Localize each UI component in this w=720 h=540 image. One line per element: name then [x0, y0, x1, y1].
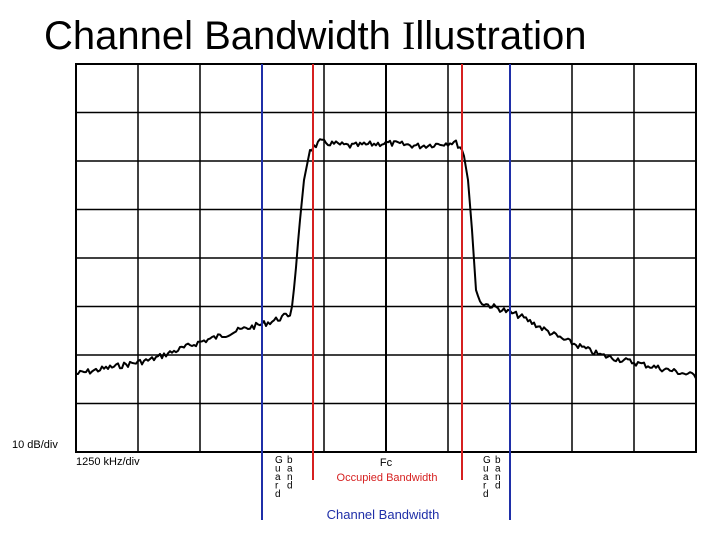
occupied-bandwidth-label: Occupied Bandwidth: [337, 472, 438, 484]
guard-band-right-letter: a: [495, 464, 501, 475]
title-part-2: I: [402, 13, 416, 58]
guard-band-right-letter: d: [483, 489, 489, 500]
amplitude-scale-label: 10 dB/div: [12, 439, 58, 451]
guard-band-right-letter: n: [495, 472, 501, 483]
guard-band-left-letter: d: [275, 489, 281, 500]
page-title: Channel Bandwidth Illustration: [44, 10, 587, 62]
guard-band-left-letter: u: [275, 464, 281, 475]
guard-band-left-letter: n: [287, 472, 293, 483]
guard-band-right-letter: b: [495, 455, 501, 466]
guard-band-left-letter: d: [287, 481, 293, 492]
guard-band-left-letter: b: [287, 455, 293, 466]
guard-band-left-letter: a: [275, 472, 281, 483]
guard-band-right-letter: G: [483, 455, 491, 466]
channel-bandwidth-label: Channel Bandwidth: [327, 507, 440, 522]
guard-band-right-letter: d: [495, 481, 501, 492]
title-part-1: Channel Bandwidth: [44, 14, 403, 58]
center-frequency-label: Fc: [380, 457, 393, 469]
guard-band-right-letter: r: [483, 481, 487, 492]
title-part-3: llustration: [415, 14, 587, 58]
guard-band-left-letter: r: [275, 481, 279, 492]
guard-band-left-letter: G: [275, 455, 283, 466]
guard-band-left-letter: a: [287, 464, 293, 475]
frequency-scale-label: 1250 kHz/div: [76, 456, 140, 468]
guard-band-right-letter: a: [483, 472, 489, 483]
guard-band-right-letter: u: [483, 464, 489, 475]
